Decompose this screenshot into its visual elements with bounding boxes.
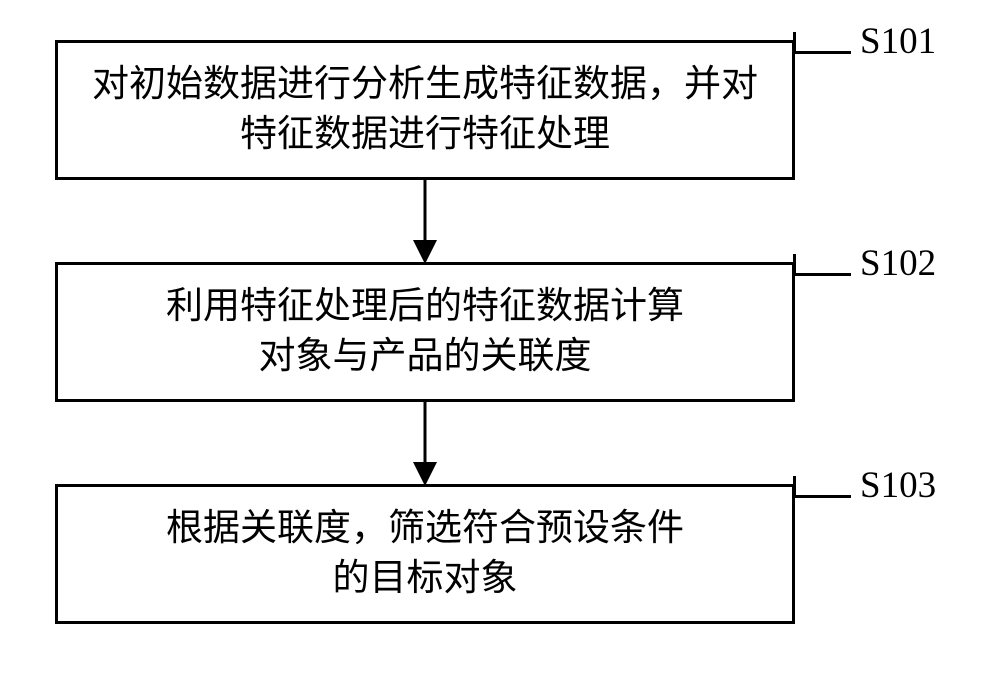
flow-node-s101-line2: 特征数据进行特征处理 (240, 110, 610, 160)
flow-node-s101-line1: 对初始数据进行分析生成特征数据，并对 (92, 60, 758, 110)
flow-node-s102: 利用特征处理后的特征数据计算 对象与产品的关联度 (55, 262, 795, 402)
flow-node-s102-line1: 利用特征处理后的特征数据计算 (166, 282, 684, 332)
flow-label-s103: S103 (860, 464, 936, 507)
flowchart-canvas: 对初始数据进行分析生成特征数据，并对 特征数据进行特征处理 S101 利用特征处… (0, 0, 1000, 677)
flow-node-s103-line1: 根据关联度，筛选符合预设条件 (166, 504, 684, 554)
flow-label-tick-s103 (793, 476, 851, 498)
flow-label-s101: S101 (860, 20, 936, 63)
flow-node-s103-line2: 的目标对象 (333, 554, 518, 604)
flow-label-s102: S102 (860, 242, 936, 285)
flow-label-tick-s102 (793, 254, 851, 276)
flow-label-tick-s101 (793, 32, 851, 54)
flow-node-s103: 根据关联度，筛选符合预设条件 的目标对象 (55, 484, 795, 624)
flow-node-s102-line2: 对象与产品的关联度 (259, 332, 592, 382)
flow-node-s101: 对初始数据进行分析生成特征数据，并对 特征数据进行特征处理 (55, 40, 795, 180)
